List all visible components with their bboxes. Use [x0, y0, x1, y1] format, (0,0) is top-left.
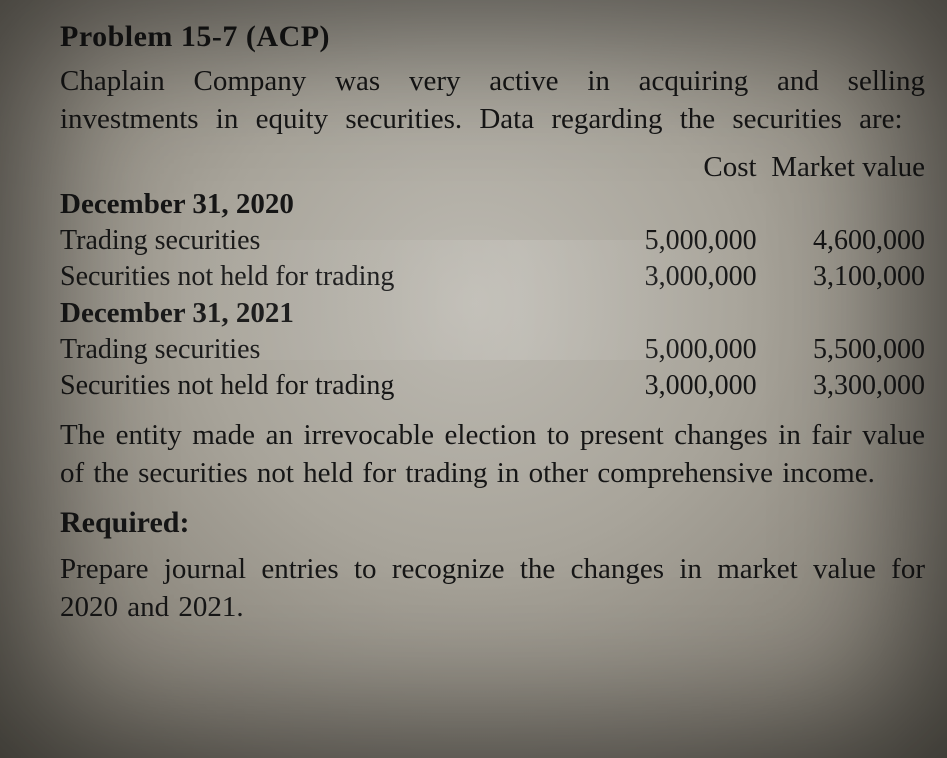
table-row: Trading securities 5,000,000 4,600,000 [60, 223, 925, 259]
row-label: Securities not held for trading [60, 368, 569, 404]
row-label: Securities not held for trading [60, 259, 569, 295]
required-heading: Required: [60, 506, 925, 540]
note-paragraph: The entity made an irrevocable election … [60, 416, 925, 493]
row-market-value: 3,100,000 [757, 259, 925, 295]
table-row: Securities not held for trading 3,000,00… [60, 259, 925, 295]
intro-paragraph: Chaplain Company was very active in acqu… [60, 62, 925, 139]
header-cost: Cost [569, 149, 757, 186]
securities-table: Cost Market value December 31, 2020 Trad… [60, 149, 925, 404]
row-market-value: 5,500,000 [757, 332, 925, 368]
table-header-row: Cost Market value [60, 149, 925, 186]
header-blank [60, 149, 569, 186]
header-market-value: Market value [757, 149, 925, 186]
section-heading-row: December 31, 2020 [60, 186, 925, 223]
date-heading-2020: December 31, 2020 [60, 186, 925, 223]
row-cost: 5,000,000 [569, 332, 757, 368]
row-market-value: 3,300,000 [757, 368, 925, 404]
row-label: Trading securities [60, 223, 569, 259]
row-market-value: 4,600,000 [757, 223, 925, 259]
row-cost: 3,000,000 [569, 368, 757, 404]
row-cost: 3,000,000 [569, 259, 757, 295]
required-text: Prepare journal entries to recognize the… [60, 550, 925, 627]
section-heading-row: December 31, 2021 [60, 295, 925, 332]
row-label: Trading securities [60, 332, 569, 368]
problem-title: Problem 15-7 (ACP) [60, 20, 925, 54]
row-cost: 5,000,000 [569, 223, 757, 259]
date-heading-2021: December 31, 2021 [60, 295, 925, 332]
table-row: Trading securities 5,000,000 5,500,000 [60, 332, 925, 368]
textbook-page: Problem 15-7 (ACP) Chaplain Company was … [0, 0, 947, 627]
table-row: Securities not held for trading 3,000,00… [60, 368, 925, 404]
